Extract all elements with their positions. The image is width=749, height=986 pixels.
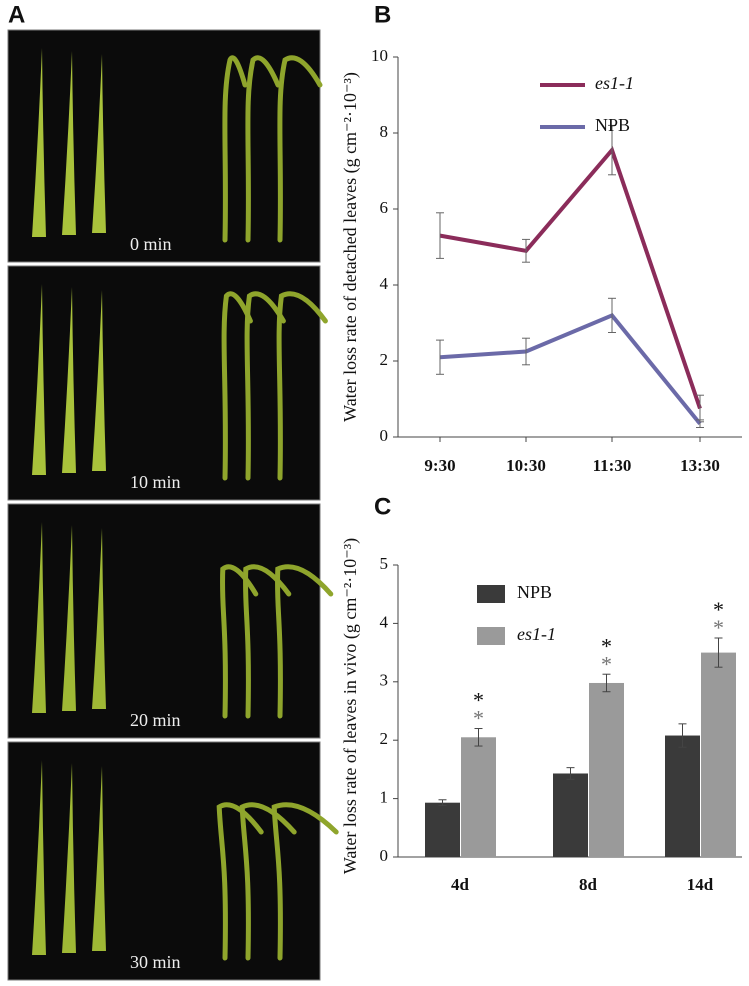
error-bar — [608, 297, 616, 333]
error-bar — [522, 337, 530, 366]
photo — [7, 741, 321, 981]
y-tick-label: 3 — [380, 671, 389, 690]
significance-mark: * — [601, 651, 612, 676]
bar — [553, 773, 588, 857]
y-tick-label: 6 — [380, 198, 389, 217]
x-tick-label: 14d — [687, 875, 714, 894]
x-tick-label: 13:30 — [680, 456, 720, 475]
curled-leaf — [245, 55, 281, 243]
significance-mark: * — [713, 615, 724, 640]
time-label: 0 min — [130, 234, 172, 254]
leaf — [32, 284, 46, 475]
bar — [461, 737, 496, 857]
x-tick-label: 11:30 — [593, 456, 632, 475]
series-line — [439, 146, 702, 410]
legend-label: es1-1 — [517, 624, 556, 644]
leaf — [62, 763, 76, 953]
curled-leaf — [242, 564, 292, 719]
leaf — [92, 528, 106, 709]
leaf — [32, 760, 46, 955]
y-tick-label: 5 — [380, 554, 389, 573]
y-tick-label: 1 — [380, 788, 389, 807]
y-tick-label: 0 — [380, 426, 389, 445]
y-tick-label: 10 — [371, 46, 388, 65]
curled-leaf — [277, 55, 323, 243]
x-tick-label: 4d — [451, 875, 470, 894]
y-tick-label: 2 — [380, 350, 389, 369]
curled-leaf — [276, 291, 328, 481]
x-tick-label: 9:30 — [424, 456, 455, 475]
photo — [7, 265, 321, 501]
time-label: 30 min — [130, 952, 181, 972]
leaf — [62, 51, 76, 235]
legend-swatch — [477, 627, 505, 645]
y-tick-label: 8 — [380, 122, 389, 141]
x-tick-label: 8d — [579, 875, 598, 894]
curled-leaf — [219, 564, 259, 719]
error-bar — [566, 767, 575, 780]
time-label: 20 min — [130, 710, 181, 730]
significance-mark: * — [601, 633, 612, 658]
y-axis-label: Water loss rate of leaves in vivo (g cm⁻… — [340, 538, 361, 874]
leaf — [62, 287, 76, 473]
error-bar — [474, 728, 483, 747]
x-tick-label: 10:30 — [506, 456, 546, 475]
panel-letter: A — [8, 1, 25, 28]
panel-letter: B — [374, 1, 391, 28]
significance-mark: * — [473, 688, 484, 713]
significance-mark: * — [473, 706, 484, 731]
time-label: 10 min — [130, 472, 181, 492]
leaf — [92, 766, 106, 951]
legend-label: es1-1 — [595, 73, 634, 93]
leaf — [62, 525, 76, 711]
error-bar — [602, 673, 611, 693]
photo — [7, 503, 321, 739]
significance-mark: * — [713, 597, 724, 622]
error-bar — [436, 212, 444, 259]
error-bar — [678, 723, 687, 748]
bar — [665, 735, 700, 857]
leaf — [32, 522, 46, 713]
leaf — [32, 48, 46, 237]
y-tick-label: 0 — [380, 846, 389, 865]
legend-label: NPB — [595, 115, 630, 135]
error-bar — [522, 238, 530, 263]
legend-label: NPB — [517, 582, 552, 602]
curled-leaf — [222, 55, 248, 243]
panel-letter: C — [374, 493, 391, 520]
series-line — [439, 312, 702, 425]
leaf — [92, 290, 106, 471]
leaf — [92, 54, 106, 233]
error-bar — [714, 637, 723, 668]
curled-leaf — [221, 291, 253, 481]
y-tick-label: 2 — [380, 729, 389, 748]
y-axis-label: Water loss rate of detached leaves (g cm… — [340, 72, 361, 422]
legend-swatch — [477, 585, 505, 603]
curled-leaf — [244, 291, 286, 481]
photo — [7, 29, 321, 263]
error-bar — [438, 799, 447, 807]
error-bar — [436, 339, 444, 375]
y-tick-label: 4 — [380, 274, 389, 293]
error-bar — [608, 124, 616, 176]
curled-leaf — [274, 564, 334, 719]
curled-leaf — [271, 802, 339, 961]
y-tick-label: 4 — [380, 612, 389, 631]
bar — [425, 802, 460, 857]
bar — [589, 682, 624, 857]
bar — [701, 652, 736, 857]
error-bar — [696, 419, 704, 428]
